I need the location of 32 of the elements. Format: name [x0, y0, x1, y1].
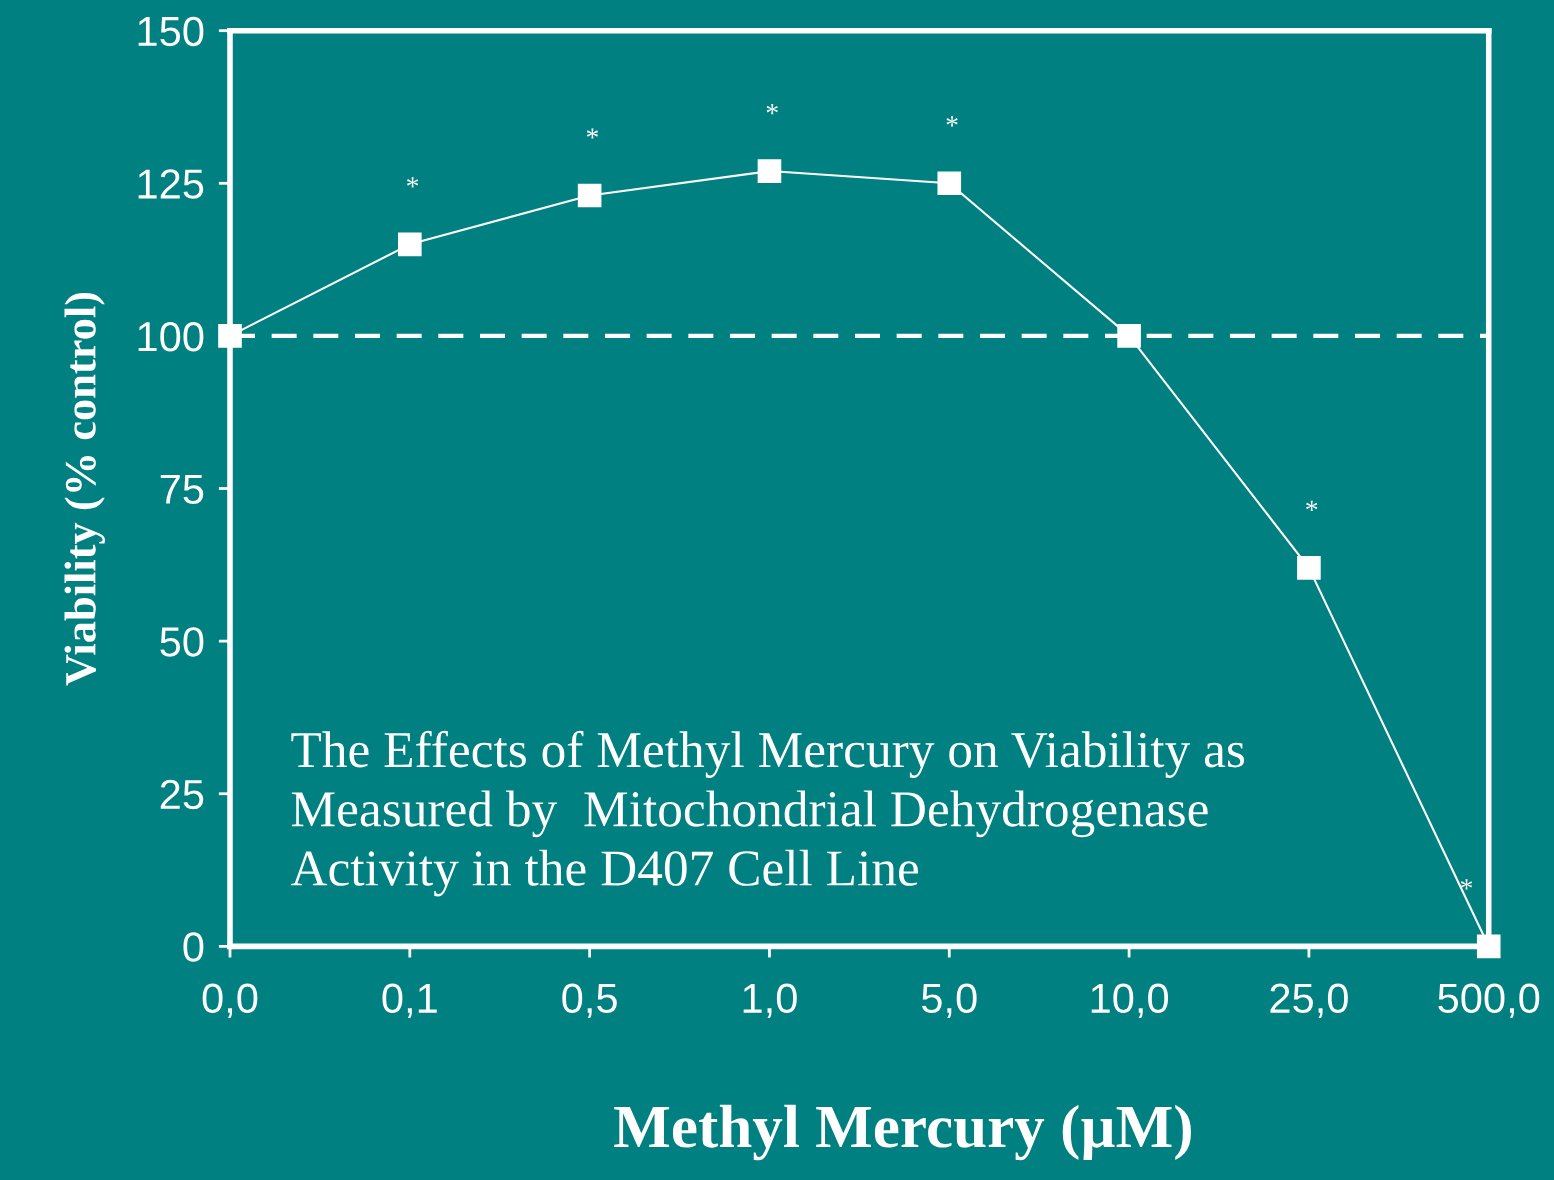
- point: [937, 171, 962, 196]
- point: [1476, 934, 1501, 959]
- x-tick-label: 0,0: [202, 983, 258, 1018]
- y-tick-label: 25: [160, 779, 204, 810]
- annotation: *: [946, 116, 958, 127]
- annotation: *: [766, 104, 778, 115]
- y-tick-label: 50: [160, 627, 204, 657]
- annotation: *: [1306, 500, 1318, 511]
- x-tick-label: 500,0: [1438, 983, 1540, 1018]
- annotation: *: [586, 128, 599, 139]
- y-tick-label: 75: [160, 474, 204, 505]
- annotation: *: [1460, 879, 1473, 890]
- point: [577, 183, 602, 208]
- annotation: The Effects of Methyl Mercury on Viability as Measured by Mitochondrial Dehydrogenase Activity in the D407 Cell Line: [290, 730, 1245, 897]
- x-axis-title: Methyl Mercury (µM): [614, 1104, 1191, 1161]
- x-tick-label: 0,5: [562, 983, 617, 1018]
- x-tick-label: 25,0: [1270, 983, 1348, 1018]
- y-tick-label: 150: [138, 16, 204, 47]
- x-tick-label: 1,0: [743, 983, 797, 1018]
- y-tick-label: 0: [183, 932, 204, 962]
- x-tick-label: 0,1: [382, 983, 437, 1018]
- x-tick-label: 5,0: [921, 983, 977, 1018]
- point: [1117, 324, 1141, 348]
- point: [1297, 556, 1321, 580]
- point: [218, 324, 242, 348]
- y-tick-label: 125: [138, 169, 204, 199]
- x-tick-label: 10,0: [1091, 983, 1169, 1018]
- point: [757, 159, 782, 183]
- point: [398, 232, 422, 257]
- y-tick-label: 100: [138, 321, 204, 352]
- annotation: *: [407, 177, 419, 188]
- y-axis-title: Viability (% control): [64, 292, 105, 686]
